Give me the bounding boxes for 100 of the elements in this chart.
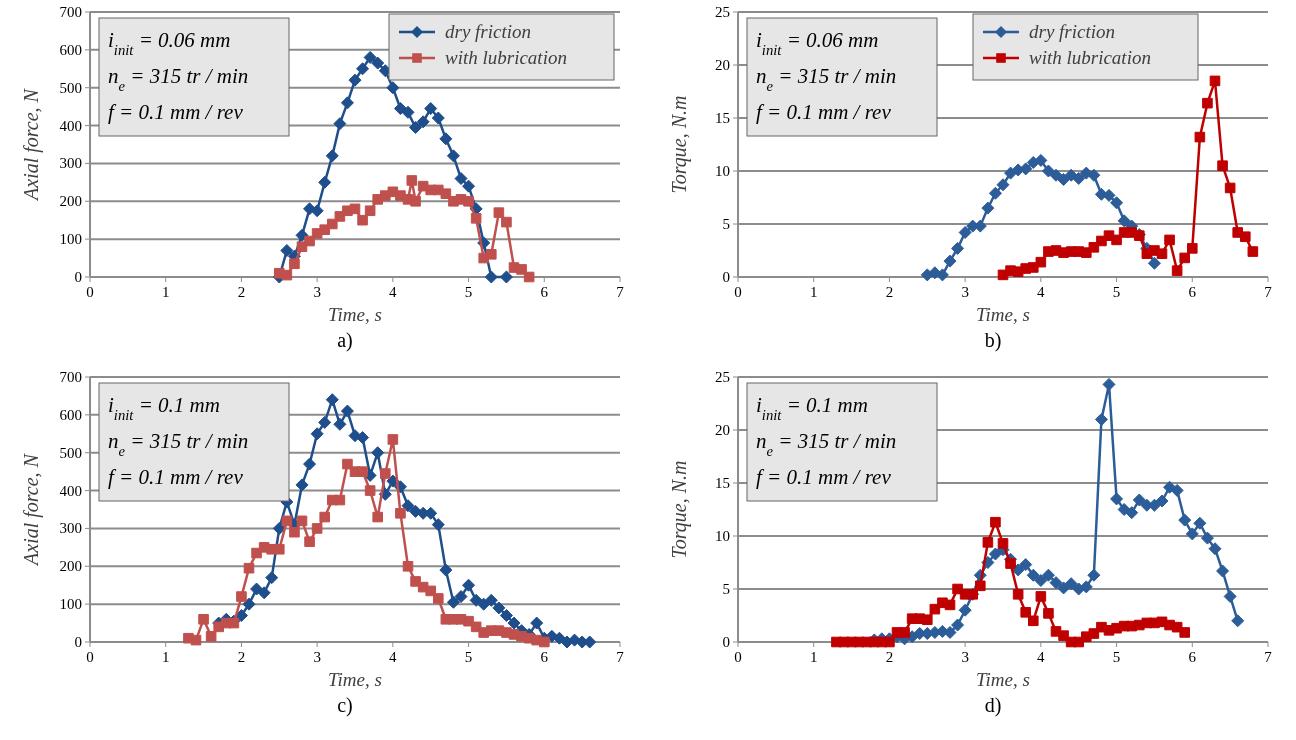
point <box>1147 256 1161 270</box>
point <box>523 271 535 283</box>
point <box>981 201 995 215</box>
point <box>431 518 445 532</box>
point <box>1171 265 1183 276</box>
point <box>1049 576 1063 590</box>
x-axis-title: Time, s <box>976 669 1030 690</box>
y-tick-label: 500 <box>59 79 82 96</box>
point <box>1110 196 1124 210</box>
annotation: n$_{e}$ = 315 tr / min <box>756 64 897 94</box>
point <box>462 179 476 193</box>
point <box>386 81 400 95</box>
y-axis-title: Torque, N.m <box>668 95 691 194</box>
point <box>920 268 934 282</box>
point <box>1216 564 1230 578</box>
point <box>281 269 293 281</box>
x-tick-label: 5 <box>1112 649 1121 665</box>
x-tick-label: 6 <box>1188 649 1197 665</box>
point <box>242 597 256 611</box>
annotation: n$_{e}$ = 315 tr / min <box>108 429 249 459</box>
point <box>1020 607 1032 618</box>
point <box>356 431 370 445</box>
point <box>440 188 452 200</box>
annotation: f = 0.1 mm / rev <box>108 100 244 124</box>
point <box>393 102 407 116</box>
annotation: f = 0.1 mm / rev <box>108 465 244 489</box>
point <box>325 149 339 163</box>
point <box>416 115 430 129</box>
y-tick-label: 25 <box>715 369 730 385</box>
point <box>425 585 437 597</box>
text: d) <box>984 694 1002 717</box>
point <box>250 582 264 596</box>
point <box>446 595 460 609</box>
point <box>289 258 300 270</box>
point <box>289 526 300 538</box>
point <box>1193 516 1207 530</box>
point <box>1194 131 1206 143</box>
point <box>1041 568 1055 582</box>
point <box>333 417 347 431</box>
point <box>296 515 308 527</box>
x-tick-label: 5 <box>1112 284 1121 300</box>
point <box>552 631 566 645</box>
x-tick-label: 3 <box>961 284 969 300</box>
point <box>1179 252 1191 264</box>
point <box>243 562 255 574</box>
point <box>1117 214 1131 228</box>
point <box>958 603 972 617</box>
y-tick-label: 15 <box>715 475 730 491</box>
x-tick-label: 3 <box>313 649 321 665</box>
y-tick-label: 300 <box>59 155 82 172</box>
point <box>1155 494 1169 508</box>
annotation: i$_{init}$ = 0.1 mm <box>756 393 868 423</box>
point <box>295 228 309 242</box>
point <box>484 270 498 284</box>
point <box>1102 188 1116 202</box>
point <box>530 616 544 630</box>
point <box>499 609 513 622</box>
y-tick-label: 400 <box>59 117 82 134</box>
point <box>340 404 354 418</box>
point <box>409 120 423 134</box>
point <box>318 175 332 189</box>
y-axis-title: Axial force, N <box>20 87 43 202</box>
y-axis-title: Axial force, N <box>20 452 43 567</box>
text: c) <box>337 694 353 717</box>
x-tick-label: 2 <box>237 649 246 665</box>
point <box>1102 377 1116 391</box>
point <box>1202 97 1213 109</box>
x-tick-label: 7 <box>1264 284 1273 300</box>
annotation: i$_{init}$ = 0.06 mm <box>756 28 879 58</box>
point <box>501 216 512 228</box>
point <box>974 580 986 592</box>
point <box>538 636 550 648</box>
x-tick-label: 2 <box>885 284 894 300</box>
point <box>982 537 994 548</box>
y-tick-label: 400 <box>59 482 82 499</box>
point <box>988 186 1002 200</box>
point <box>1005 558 1016 569</box>
x-tick-label: 1 <box>809 284 818 300</box>
point <box>1209 75 1221 87</box>
annotation: i$_{init}$ = 0.1 mm <box>108 393 220 423</box>
point <box>257 586 271 600</box>
point <box>997 538 1009 549</box>
point <box>1064 577 1078 591</box>
point <box>884 636 895 648</box>
y-tick-label: 700 <box>59 4 82 20</box>
point <box>1019 558 1033 572</box>
point <box>1034 153 1048 167</box>
point <box>1064 168 1078 182</box>
point <box>1179 627 1191 638</box>
point <box>990 516 1001 528</box>
x-tick-label: 4 <box>389 649 398 665</box>
y-tick-label: 10 <box>715 528 730 544</box>
point <box>1125 506 1139 520</box>
x-tick-label: 3 <box>313 284 321 300</box>
point <box>1057 581 1071 595</box>
point <box>236 591 247 602</box>
point <box>944 599 956 611</box>
y-tick-label: 15 <box>715 110 730 126</box>
legend-label: dry friction <box>1029 21 1116 42</box>
point <box>462 578 476 592</box>
